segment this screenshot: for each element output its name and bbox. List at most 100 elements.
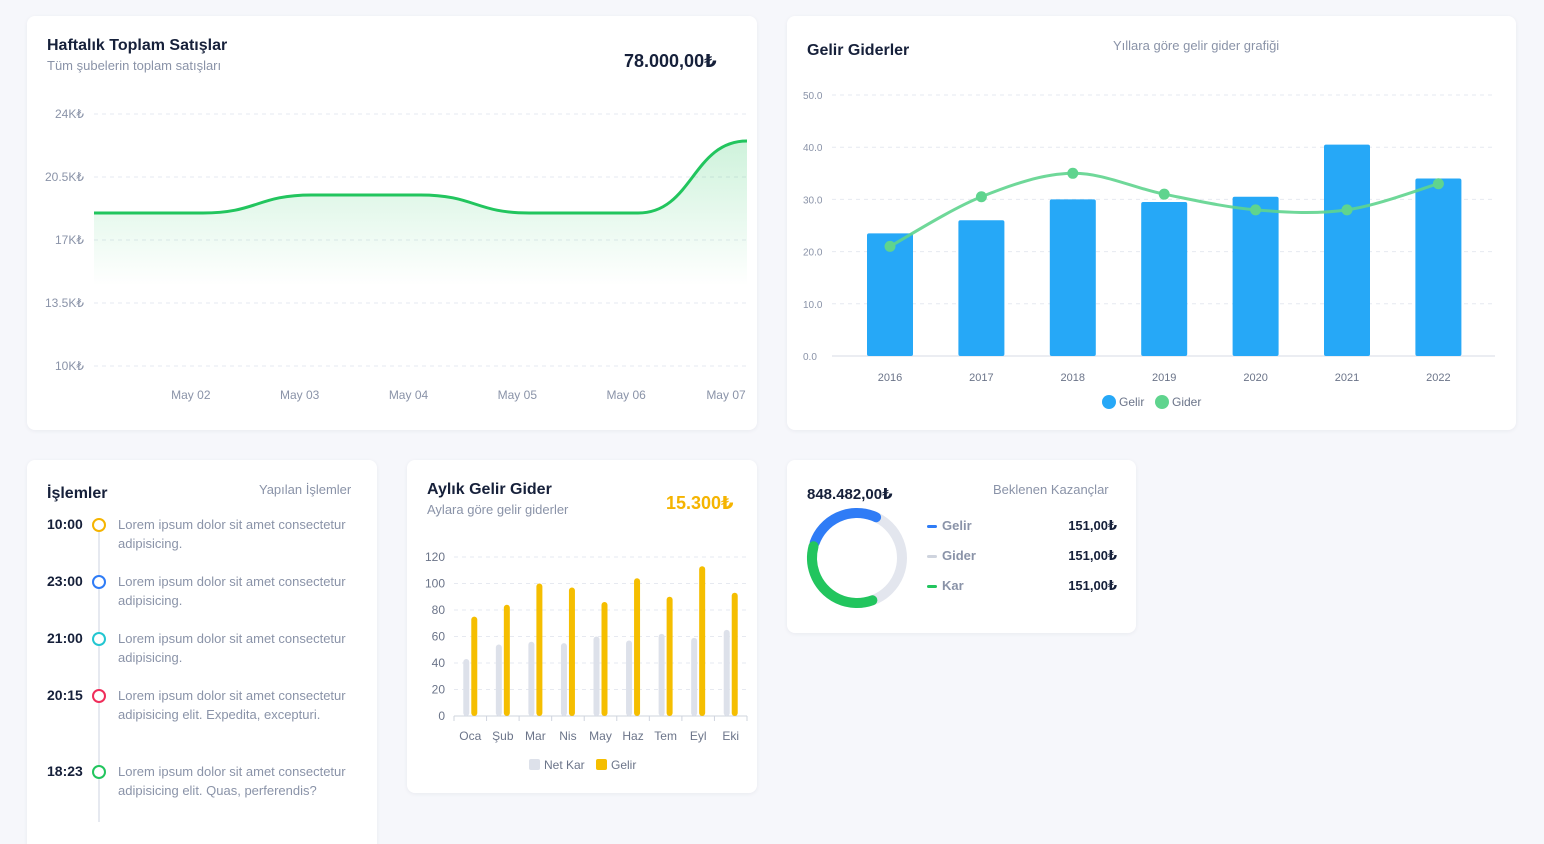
timeline-text: Lorem ipsum dolor sit amet consectetur a… bbox=[118, 688, 346, 722]
income-point-gider bbox=[1341, 204, 1353, 216]
weekly-sales-chart[interactable]: 24K₺ 20.5K₺ 17K₺ 13.5K₺ 10K₺ May 02 May 03 May… bbox=[27, 16, 757, 430]
income-x-tick: 2021 bbox=[1335, 372, 1359, 384]
monthly-title: Aylık Gelir Gider bbox=[427, 481, 552, 498]
monthly-bar-gelir bbox=[601, 602, 608, 716]
timeline-text: Lorem ipsum dolor sit amet consectetur a… bbox=[118, 764, 346, 798]
monthly-bar-netkar bbox=[528, 641, 535, 716]
earnings-card: 848.482,00₺ Beklenen Kazançlar Gelir 151,… bbox=[787, 460, 1136, 633]
income-bar-gelir bbox=[958, 220, 1005, 356]
income-legend-label: Gelir bbox=[1119, 395, 1144, 409]
timeline-time: 20:15 bbox=[47, 687, 83, 703]
income-point-gider bbox=[1432, 178, 1444, 190]
monthly-chart[interactable]: 120 100 80 60 40 20 0 Oca Şub Mar Nis May Haz Tem Eyl… bbox=[407, 460, 757, 793]
monthly-bar-gelir bbox=[666, 596, 673, 716]
monthly-y-tick: 60 bbox=[432, 630, 446, 644]
income-bar-gelir bbox=[1141, 202, 1188, 356]
monthly-bar-netkar bbox=[658, 633, 665, 716]
income-legend-marker bbox=[1102, 395, 1116, 409]
monthly-bar-gelir bbox=[503, 604, 510, 716]
weekly-series-line bbox=[94, 139, 748, 215]
weekly-y-tick: 10K₺ bbox=[55, 359, 84, 373]
income-legend-label: Gider bbox=[1172, 395, 1201, 409]
earnings-legend-marker bbox=[927, 585, 937, 588]
earnings-legend-label: Gelir bbox=[942, 518, 972, 533]
monthly-legend-label: Gelir bbox=[611, 758, 636, 772]
income-point-gider bbox=[975, 191, 987, 203]
earnings-legend-row: Gider 151,00₺ bbox=[927, 548, 1117, 566]
income-bar-gelir bbox=[1324, 144, 1370, 356]
income-bar-gelir bbox=[1049, 199, 1096, 356]
monthly-legend-label: Net Kar bbox=[544, 758, 585, 772]
earnings-total: 848.482,00₺ bbox=[807, 486, 893, 503]
monthly-bar-gelir bbox=[536, 583, 543, 716]
weekly-x-tick: May 05 bbox=[498, 388, 538, 402]
donut-segment-kar bbox=[807, 508, 907, 608]
monthly-bar-netkar bbox=[560, 643, 567, 716]
monthly-bar-gelir bbox=[731, 592, 738, 716]
monthly-y-tick: 0 bbox=[438, 709, 445, 723]
timeline-card: İşlemler Yapılan İşlemler 10:00 Lorem ips… bbox=[27, 460, 377, 844]
timeline-time: 21:00 bbox=[47, 630, 83, 646]
timeline-title: İşlemler bbox=[47, 485, 108, 502]
weekly-sales-subtitle: Tüm şubelerin toplam satışları bbox=[47, 58, 222, 73]
income-point-gider bbox=[884, 240, 896, 252]
monthly-y-tick: 20 bbox=[432, 683, 446, 697]
income-expense-chart[interactable]: 50.0 40.0 30.0 20.0 10.0 0.0 2016 2017 2018 2019… bbox=[787, 16, 1516, 430]
income-y-tick: 0.0 bbox=[803, 352, 817, 363]
earnings-legend-value: 151,00₺ bbox=[1068, 578, 1117, 593]
monthly-bar-netkar bbox=[495, 644, 502, 716]
earnings-legend-label: Gider bbox=[942, 548, 976, 563]
earnings-legend-row: Gelir 151,00₺ bbox=[927, 518, 1117, 536]
income-point-gider bbox=[1067, 167, 1079, 179]
weekly-x-tick: May 02 bbox=[171, 388, 211, 402]
monthly-y-tick: 80 bbox=[432, 603, 446, 617]
timeline-dot-icon bbox=[92, 575, 106, 589]
monthly-x-tick: Eki bbox=[722, 729, 739, 743]
income-point-gider bbox=[1250, 204, 1262, 216]
timeline-dot-icon bbox=[92, 632, 106, 646]
income-x-tick: 2019 bbox=[1152, 372, 1176, 384]
timeline-text: Lorem ipsum dolor sit amet consectetur a… bbox=[118, 574, 346, 608]
monthly-y-tick: 120 bbox=[425, 550, 445, 564]
income-y-tick: 50.0 bbox=[803, 91, 823, 102]
weekly-sales-total: 78.000,00₺ bbox=[624, 51, 717, 71]
timeline-time: 18:23 bbox=[47, 763, 83, 779]
monthly-bar-gelir bbox=[634, 578, 641, 716]
income-expense-title: Gelir Giderler bbox=[807, 42, 910, 59]
monthly-bar-netkar bbox=[691, 637, 698, 716]
income-x-tick: 2016 bbox=[878, 372, 902, 384]
timeline-text: Lorem ipsum dolor sit amet consectetur a… bbox=[118, 631, 346, 665]
income-y-tick: 20.0 bbox=[803, 248, 823, 259]
timeline-text: Lorem ipsum dolor sit amet consectetur a… bbox=[118, 517, 346, 551]
monthly-legend-marker bbox=[529, 759, 540, 770]
income-bar-gelir bbox=[1415, 178, 1462, 356]
monthly-x-tick: Tem bbox=[654, 729, 677, 743]
income-expense-subtitle: Yıllara göre gelir gider grafiği bbox=[1113, 38, 1280, 53]
timeline-time: 10:00 bbox=[47, 516, 83, 532]
weekly-x-tick: May 07 bbox=[706, 388, 746, 402]
income-y-tick: 40.0 bbox=[803, 143, 823, 154]
weekly-y-tick: 20.5K₺ bbox=[45, 170, 84, 184]
timeline-line bbox=[98, 522, 100, 822]
monthly-card: Aylık Gelir Gider Aylara göre gelir gide… bbox=[407, 460, 757, 793]
earnings-subtitle: Beklenen Kazançlar bbox=[993, 482, 1109, 497]
weekly-area-fill bbox=[94, 141, 747, 286]
monthly-bar-gelir bbox=[471, 616, 478, 716]
weekly-x-tick: May 06 bbox=[606, 388, 646, 402]
income-x-tick: 2022 bbox=[1426, 372, 1450, 384]
monthly-y-tick: 100 bbox=[425, 577, 445, 591]
monthly-x-tick: Nis bbox=[559, 729, 576, 743]
weekly-y-tick: 13.5K₺ bbox=[45, 296, 84, 310]
monthly-y-tick: 40 bbox=[432, 656, 446, 670]
monthly-bar-netkar bbox=[626, 640, 633, 716]
timeline-dot-icon bbox=[92, 765, 106, 779]
income-legend-marker bbox=[1155, 395, 1169, 409]
weekly-y-tick: 24K₺ bbox=[55, 107, 84, 121]
earnings-donut[interactable] bbox=[797, 500, 917, 620]
monthly-x-tick: Eyl bbox=[690, 729, 707, 743]
income-bar-gelir bbox=[867, 233, 913, 356]
timeline-dot-icon bbox=[92, 518, 106, 532]
weekly-y-tick: 17K₺ bbox=[55, 233, 84, 247]
monthly-bar-gelir bbox=[568, 587, 575, 716]
earnings-legend-label: Kar bbox=[942, 578, 964, 593]
